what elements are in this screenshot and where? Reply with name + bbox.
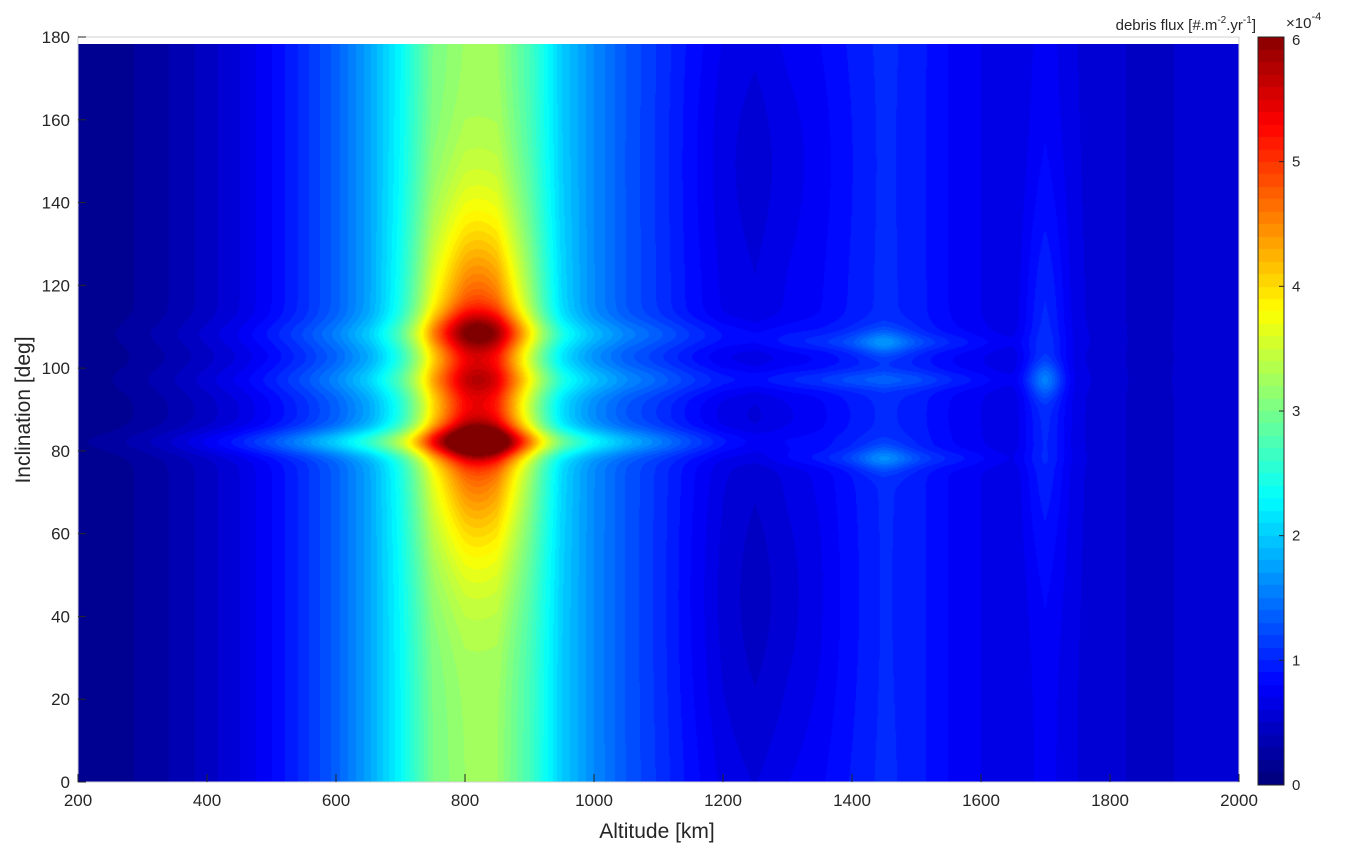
y-axis-ticks: 0 20 40 60 80 100 120 140 160 180: [42, 28, 86, 792]
x-tick-label: 2000: [1220, 791, 1258, 810]
y-tick-label: 100: [42, 359, 70, 378]
x-tick-label: 1200: [704, 791, 742, 810]
colorbar-tick-label: 3: [1292, 403, 1300, 420]
colorbar-tick-label: 0: [1292, 777, 1300, 794]
contour-plot-area: [78, 44, 1239, 782]
y-tick-label: 120: [42, 276, 70, 295]
colorbar-tick-label: 5: [1292, 154, 1300, 171]
y-tick-label: 20: [51, 690, 70, 709]
x-tick-label: 1600: [962, 791, 1000, 810]
colorbar-ticks: 0 1 2 3 4 5 6: [1279, 32, 1300, 794]
colorbar-tick-label: 4: [1292, 278, 1300, 295]
y-axis-label: Inclination [deg]: [12, 336, 35, 483]
x-tick-label: 1800: [1091, 791, 1129, 810]
x-tick-label: 800: [451, 791, 479, 810]
x-tick-label: 1400: [833, 791, 871, 810]
x-tick-label: 1000: [575, 791, 613, 810]
y-tick-label: 40: [51, 607, 70, 626]
y-tick-label: 180: [42, 28, 70, 47]
y-tick-label: 0: [61, 773, 70, 792]
x-axis-ticks: 200 400 600 800 1000 1200 1400 1600 1800 2000: [64, 774, 1258, 810]
x-tick-label: 200: [64, 791, 92, 810]
colorbar-title: debris flux [#.m-2.yr-1]: [1116, 15, 1256, 34]
colorbar-tick-label: 2: [1292, 528, 1300, 545]
x-tick-label: 400: [193, 791, 221, 810]
plot-frame: [77, 36, 1240, 783]
y-tick-label: 160: [42, 111, 70, 130]
y-tick-label: 60: [51, 525, 70, 544]
colorbar-tick-label: 6: [1292, 32, 1300, 49]
colorbar-multiplier: ×10-4: [1286, 11, 1321, 32]
x-tick-label: 600: [322, 791, 350, 810]
y-tick-label: 140: [42, 194, 70, 213]
colorbar-tick-label: 1: [1292, 652, 1300, 669]
y-tick-label: 80: [51, 442, 70, 461]
x-axis-label: Altitude [km]: [599, 820, 715, 843]
